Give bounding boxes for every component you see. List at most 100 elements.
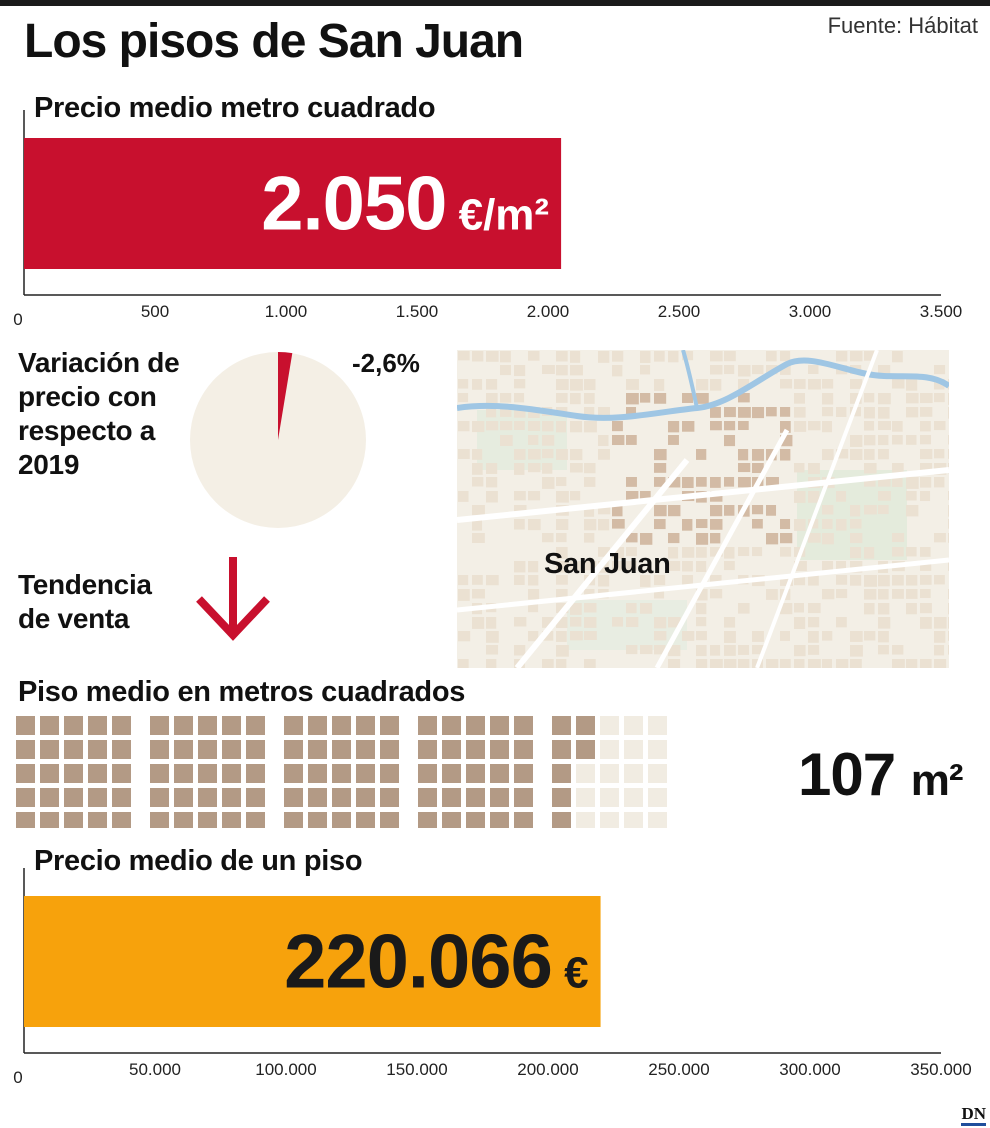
map-block	[584, 407, 595, 417]
map-block	[934, 659, 947, 668]
map-block	[724, 659, 737, 668]
map-block	[584, 463, 596, 474]
map-block	[682, 575, 694, 585]
map-block	[752, 407, 765, 419]
map-block	[878, 645, 889, 655]
map-block	[584, 589, 595, 599]
variation-label-line-4: 2019	[18, 449, 80, 480]
map-block	[528, 561, 539, 573]
flat-price-label: Precio medio de un piso	[34, 845, 363, 877]
map-block	[724, 631, 736, 643]
map-block	[682, 421, 695, 432]
map-block	[640, 533, 653, 545]
map-block	[878, 449, 889, 460]
map-block	[570, 463, 583, 473]
map-block	[738, 463, 751, 473]
map-block	[696, 477, 707, 487]
map-block	[598, 547, 610, 557]
map-block	[528, 519, 541, 531]
flat-price-tick-label: 300.000	[779, 1060, 840, 1079]
map-block	[864, 463, 877, 474]
waffle-cell-filled	[332, 764, 351, 783]
map-block	[724, 351, 736, 362]
map-block	[668, 547, 679, 559]
map-block	[766, 659, 779, 668]
map-block	[542, 617, 554, 628]
map-block	[584, 505, 595, 517]
map-block	[528, 575, 539, 586]
map-block	[584, 533, 595, 543]
map-block	[780, 435, 793, 447]
waffle-cell-filled	[332, 740, 351, 759]
map-block	[836, 659, 849, 668]
waffle-cell-filled	[418, 764, 437, 783]
map-block	[626, 645, 638, 655]
map-block	[626, 533, 638, 543]
map-block	[682, 631, 695, 641]
map-block	[486, 379, 498, 390]
area-value: 107 m²	[798, 740, 964, 816]
map-block	[836, 519, 847, 531]
map-block	[472, 477, 484, 487]
map-road	[654, 428, 790, 668]
waffle-cell-filled	[150, 740, 169, 759]
map-block	[710, 505, 723, 517]
map-block	[556, 575, 568, 585]
map-block	[906, 379, 918, 391]
map-block	[920, 435, 932, 445]
map-block	[542, 463, 553, 474]
trend-label-line-1: Tendencia	[18, 569, 152, 600]
map-block	[892, 533, 905, 543]
map-block	[920, 421, 931, 432]
waffle-cell-filled	[112, 764, 131, 783]
map-block	[808, 463, 820, 475]
map-block	[612, 547, 625, 559]
map-block	[710, 379, 722, 391]
map-block	[878, 407, 890, 419]
waffle-cell-filled	[40, 716, 59, 735]
map-block	[948, 589, 949, 600]
map-block	[808, 575, 819, 586]
waffle-cell-filled	[222, 788, 241, 807]
waffle-cell-filled	[380, 716, 399, 735]
map-block	[780, 449, 791, 461]
map-block	[836, 575, 848, 585]
map-block	[654, 463, 667, 473]
map-block	[934, 575, 945, 585]
top-rule	[0, 0, 990, 6]
map-block	[654, 519, 666, 530]
map-block	[724, 365, 735, 375]
waffle-cell-filled	[514, 740, 533, 759]
map-block	[808, 421, 821, 431]
map-road	[514, 458, 690, 668]
map-block	[850, 547, 862, 559]
flat-price-bar	[24, 896, 601, 1027]
map-block	[948, 645, 949, 655]
map-block	[766, 505, 777, 516]
waffle-cell-filled	[112, 812, 131, 828]
map-block	[752, 631, 764, 642]
map-block	[808, 659, 821, 668]
map-block	[570, 631, 583, 641]
map-block	[878, 603, 890, 615]
map-block	[472, 421, 485, 433]
waffle-cell-empty	[648, 812, 667, 828]
map-block	[626, 393, 639, 405]
map-block	[472, 589, 485, 599]
map-block	[640, 351, 651, 363]
waffle-cell-filled	[284, 716, 303, 735]
map-block	[682, 477, 694, 489]
waffle-cell-filled	[198, 716, 217, 735]
map-block	[780, 547, 792, 557]
map-block	[794, 519, 806, 531]
map-block	[556, 393, 568, 403]
map-block	[920, 547, 931, 557]
map-block	[836, 351, 848, 362]
map-block	[696, 379, 709, 391]
map-block	[514, 463, 525, 475]
map-block	[556, 491, 569, 503]
map-block	[808, 617, 820, 628]
map-block	[486, 407, 497, 418]
flat-price-tick-label: 50.000	[129, 1060, 181, 1079]
waffle-cell-filled	[380, 788, 399, 807]
